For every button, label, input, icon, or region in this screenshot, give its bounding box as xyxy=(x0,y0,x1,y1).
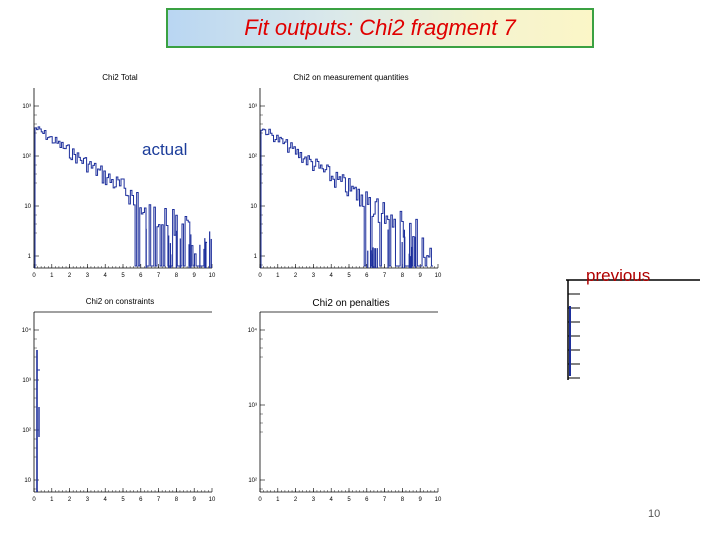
histogram xyxy=(36,350,40,492)
x-tick-label: 3 xyxy=(86,497,90,502)
x-tick-label: 1 xyxy=(276,273,280,278)
x-tick-label: 3 xyxy=(86,273,90,278)
page-number: 10 xyxy=(648,508,661,520)
x-tick-label: 4 xyxy=(104,497,108,502)
x-tick-label: 4 xyxy=(330,497,334,502)
x-tick-label: 4 xyxy=(104,273,108,278)
y-tick-label: 10 xyxy=(24,204,31,210)
x-tick-label: 5 xyxy=(347,273,351,278)
x-tick-label: 9 xyxy=(193,497,197,502)
y-tick-label: 10³ xyxy=(248,403,257,409)
x-tick-label: 0 xyxy=(32,273,36,278)
x-tick-label: 1 xyxy=(50,497,54,502)
y-tick-label: 10² xyxy=(248,478,257,484)
x-tick-label: 1 xyxy=(276,497,280,502)
plot-title: Chi2 on constraints xyxy=(86,297,154,306)
x-tick-label: 4 xyxy=(330,273,334,278)
label-previous: previous xyxy=(586,266,651,285)
x-tick-label: 5 xyxy=(121,273,125,278)
x-tick-label: 9 xyxy=(419,497,423,502)
histogram xyxy=(260,128,434,268)
x-tick-label: 7 xyxy=(157,497,161,502)
x-tick-label: 2 xyxy=(294,497,298,502)
plot-frame: 0 1 2 3 4 5 6 7 8 9 10 1 10 10² 10³ xyxy=(248,88,442,278)
x-tick-label: 6 xyxy=(139,497,143,502)
plot-frame: 0 1 2 3 4 5 6 7 8 9 10 10² 10³ 10⁴ xyxy=(248,311,442,502)
y-tick-label: 10³ xyxy=(22,104,31,110)
x-tick-label: 5 xyxy=(347,497,351,502)
label-actual: actual xyxy=(142,140,188,159)
plot-title: Chi2 on penalties xyxy=(312,298,389,309)
slide-title: Fit outputs: Chi2 fragment 7 xyxy=(244,15,516,40)
chi2-constraints-plot: Chi2 on constraints 0 1 2 3 4 5 6 7 8 9 10 10 10² 10³… xyxy=(22,297,216,502)
x-tick-label: 2 xyxy=(68,497,72,502)
histogram-line xyxy=(260,128,434,268)
chi2-measurement-plot: Chi2 on measurement quantities 0 1 2 3 4 5 6 7 8… xyxy=(248,73,442,278)
plot-frame: 0 1 2 3 4 5 6 7 8 9 10 1 10 10² 10³ xyxy=(22,88,216,278)
x-tick-label: 6 xyxy=(365,273,369,278)
y-tick-label: 1 xyxy=(28,254,32,260)
y-tick-label: 10³ xyxy=(248,104,257,110)
x-tick-label: 1 xyxy=(50,273,54,278)
x-tick-label: 8 xyxy=(401,273,405,278)
plot-title: Chi2 Total xyxy=(102,73,138,82)
y-tick-label: 10 xyxy=(24,478,31,484)
x-tick-label: 2 xyxy=(294,273,298,278)
x-tick-label: 9 xyxy=(193,273,197,278)
slide-title-box: Fit outputs: Chi2 fragment 7 xyxy=(166,8,594,48)
x-tick-label: 10 xyxy=(435,497,442,502)
y-tick-label: 10² xyxy=(248,154,257,160)
y-tick-label: 10² xyxy=(22,154,31,160)
x-tick-label: 6 xyxy=(139,273,143,278)
x-tick-label: 0 xyxy=(32,497,36,502)
x-tick-label: 8 xyxy=(175,497,179,502)
x-tick-label: 0 xyxy=(258,497,262,502)
x-tick-label: 6 xyxy=(365,497,369,502)
x-tick-label: 0 xyxy=(258,273,262,278)
previous-plot-fragment xyxy=(566,279,700,380)
x-tick-label: 7 xyxy=(383,497,387,502)
y-tick-label: 1 xyxy=(254,254,258,260)
y-tick-label: 10⁴ xyxy=(248,327,258,334)
y-tick-label: 10² xyxy=(22,428,31,434)
x-tick-label: 10 xyxy=(435,273,442,278)
chi2-total-plot: Chi2 Total 0 1 2 3 4 5 6 7 8 9 10 1 10 10² 10³ xyxy=(22,73,216,278)
histogram xyxy=(34,126,212,268)
x-tick-label: 10 xyxy=(209,497,216,502)
histogram-line xyxy=(34,126,208,268)
x-tick-label: 8 xyxy=(175,273,179,278)
x-tick-label: 9 xyxy=(419,273,423,278)
plot-frame: 0 1 2 3 4 5 6 7 8 9 10 10 10² 10³ 10⁴ xyxy=(22,311,216,502)
x-tick-label: 3 xyxy=(312,273,316,278)
x-tick-label: 10 xyxy=(209,273,216,278)
x-tick-label: 2 xyxy=(68,273,72,278)
chi2-penalties-plot: Chi2 on penalties 0 1 2 3 4 5 6 7 8 9 10 10² 10³ 10⁴ xyxy=(248,298,442,502)
y-tick-label: 10³ xyxy=(22,378,31,384)
x-tick-label: 5 xyxy=(121,497,125,502)
x-tick-label: 8 xyxy=(401,497,405,502)
y-tick-label: 10 xyxy=(250,204,257,210)
y-tick-label: 10⁴ xyxy=(22,327,32,334)
x-tick-label: 7 xyxy=(383,273,387,278)
plot-title: Chi2 on measurement quantities xyxy=(293,73,408,82)
x-tick-label: 3 xyxy=(312,497,316,502)
x-tick-label: 7 xyxy=(157,273,161,278)
